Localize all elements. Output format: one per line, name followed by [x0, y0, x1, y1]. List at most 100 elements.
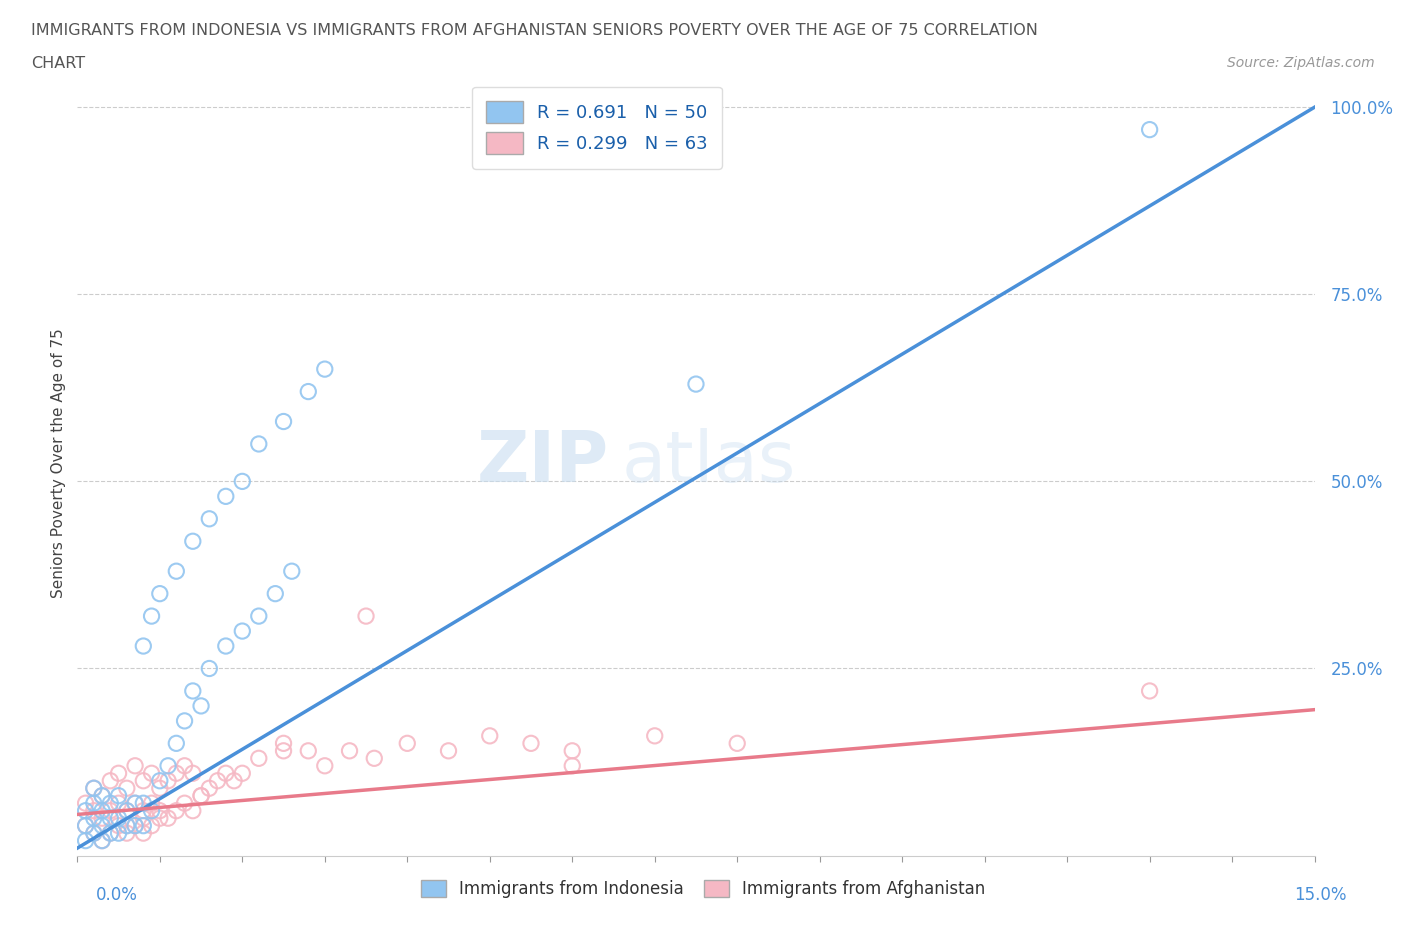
Point [247, 436, 270, 451]
Point [75, 818, 97, 833]
Point [98, 826, 121, 841]
Point [91, 789, 114, 804]
Point [149, 781, 172, 796]
Point [115, 826, 138, 841]
Point [149, 586, 172, 601]
Point [215, 489, 238, 504]
Point [141, 608, 163, 623]
Point [157, 758, 180, 773]
Point [165, 736, 187, 751]
Point [83, 796, 105, 811]
Point [75, 804, 97, 818]
Point [561, 758, 583, 773]
Point [157, 811, 180, 826]
Point [83, 826, 105, 841]
Point [132, 639, 155, 654]
Point [75, 833, 97, 848]
Point [149, 804, 172, 818]
Point [83, 781, 105, 796]
Point [1139, 684, 1161, 698]
Point [132, 796, 155, 811]
Point [132, 774, 155, 789]
Point [181, 804, 204, 818]
Point [190, 789, 212, 804]
Point [247, 608, 270, 623]
Point [231, 765, 253, 780]
Text: 0.0%: 0.0% [96, 885, 138, 904]
Text: atlas: atlas [621, 428, 796, 498]
Point [141, 796, 163, 811]
Point [132, 804, 155, 818]
Point [165, 804, 187, 818]
Point [132, 811, 155, 826]
Point [124, 796, 146, 811]
Point [91, 804, 114, 818]
Point [215, 639, 238, 654]
Point [75, 818, 97, 833]
Point [222, 774, 245, 789]
Point [437, 743, 460, 758]
Point [181, 765, 204, 780]
Point [363, 751, 385, 765]
Point [107, 765, 129, 780]
Point [725, 736, 748, 751]
Point [91, 833, 114, 848]
Point [98, 774, 121, 789]
Legend: R = 0.691   N = 50, R = 0.299   N = 63: R = 0.691 N = 50, R = 0.299 N = 63 [472, 86, 723, 168]
Point [198, 781, 221, 796]
Point [181, 684, 204, 698]
Point [83, 811, 105, 826]
Point [124, 758, 146, 773]
Point [273, 414, 295, 429]
Point [198, 661, 221, 676]
Legend: Immigrants from Indonesia, Immigrants from Afghanistan: Immigrants from Indonesia, Immigrants fr… [413, 873, 993, 905]
Point [141, 765, 163, 780]
Point [478, 728, 501, 743]
Point [520, 736, 543, 751]
Point [83, 804, 105, 818]
Y-axis label: Seniors Poverty Over the Age of 75: Seniors Poverty Over the Age of 75 [51, 327, 66, 598]
Point [98, 796, 121, 811]
Point [75, 796, 97, 811]
Point [149, 774, 172, 789]
Point [561, 743, 583, 758]
Point [107, 826, 129, 841]
Point [98, 826, 121, 841]
Point [115, 804, 138, 818]
Point [1139, 122, 1161, 137]
Point [91, 818, 114, 833]
Point [644, 728, 666, 743]
Point [281, 564, 304, 578]
Point [107, 796, 129, 811]
Point [107, 789, 129, 804]
Point [91, 833, 114, 848]
Point [264, 586, 287, 601]
Point [314, 362, 336, 377]
Point [273, 743, 295, 758]
Point [83, 826, 105, 841]
Text: ZIP: ZIP [477, 428, 609, 498]
Point [157, 774, 180, 789]
Point [124, 796, 146, 811]
Point [297, 384, 319, 399]
Point [107, 818, 129, 833]
Point [173, 796, 195, 811]
Point [91, 811, 114, 826]
Point [115, 804, 138, 818]
Point [354, 608, 377, 623]
Point [132, 818, 155, 833]
Point [141, 818, 163, 833]
Point [124, 818, 146, 833]
Text: IMMIGRANTS FROM INDONESIA VS IMMIGRANTS FROM AFGHANISTAN SENIORS POVERTY OVER TH: IMMIGRANTS FROM INDONESIA VS IMMIGRANTS … [31, 23, 1038, 38]
Point [685, 377, 707, 392]
Point [165, 765, 187, 780]
Point [173, 758, 195, 773]
Text: CHART: CHART [31, 56, 84, 71]
Point [231, 624, 253, 639]
Point [165, 564, 187, 578]
Text: Source: ZipAtlas.com: Source: ZipAtlas.com [1227, 56, 1375, 70]
Point [98, 804, 121, 818]
Point [115, 818, 138, 833]
Point [181, 534, 204, 549]
Point [83, 781, 105, 796]
